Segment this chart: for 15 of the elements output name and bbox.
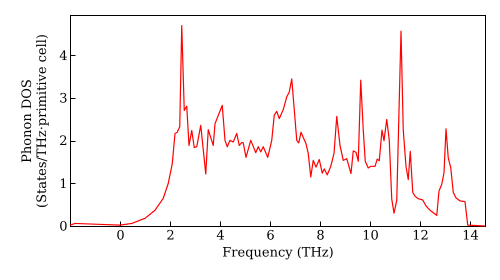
y-tick-label: 2 xyxy=(59,134,68,150)
x-tick-label: 12 xyxy=(412,228,429,244)
x-tick-label: 4 xyxy=(216,228,225,244)
y-tick-label: 3 xyxy=(59,92,68,107)
y-axis-title: Phonon DOS (States/THz·primitive cell) xyxy=(20,34,50,208)
x-tick-label: 2 xyxy=(166,228,175,244)
y-tick-label: 4 xyxy=(59,48,68,64)
x-tick-label: 6 xyxy=(266,228,275,244)
x-tick-label: 14 xyxy=(462,228,479,244)
x-tick-label: 10 xyxy=(362,228,379,244)
x-axis-title: Frequency (THz) xyxy=(222,246,334,260)
x-tick-label: 8 xyxy=(316,228,325,244)
line-series xyxy=(69,25,486,227)
y-tick-label: 1 xyxy=(59,176,68,192)
x-tick-label: 0 xyxy=(116,228,125,244)
